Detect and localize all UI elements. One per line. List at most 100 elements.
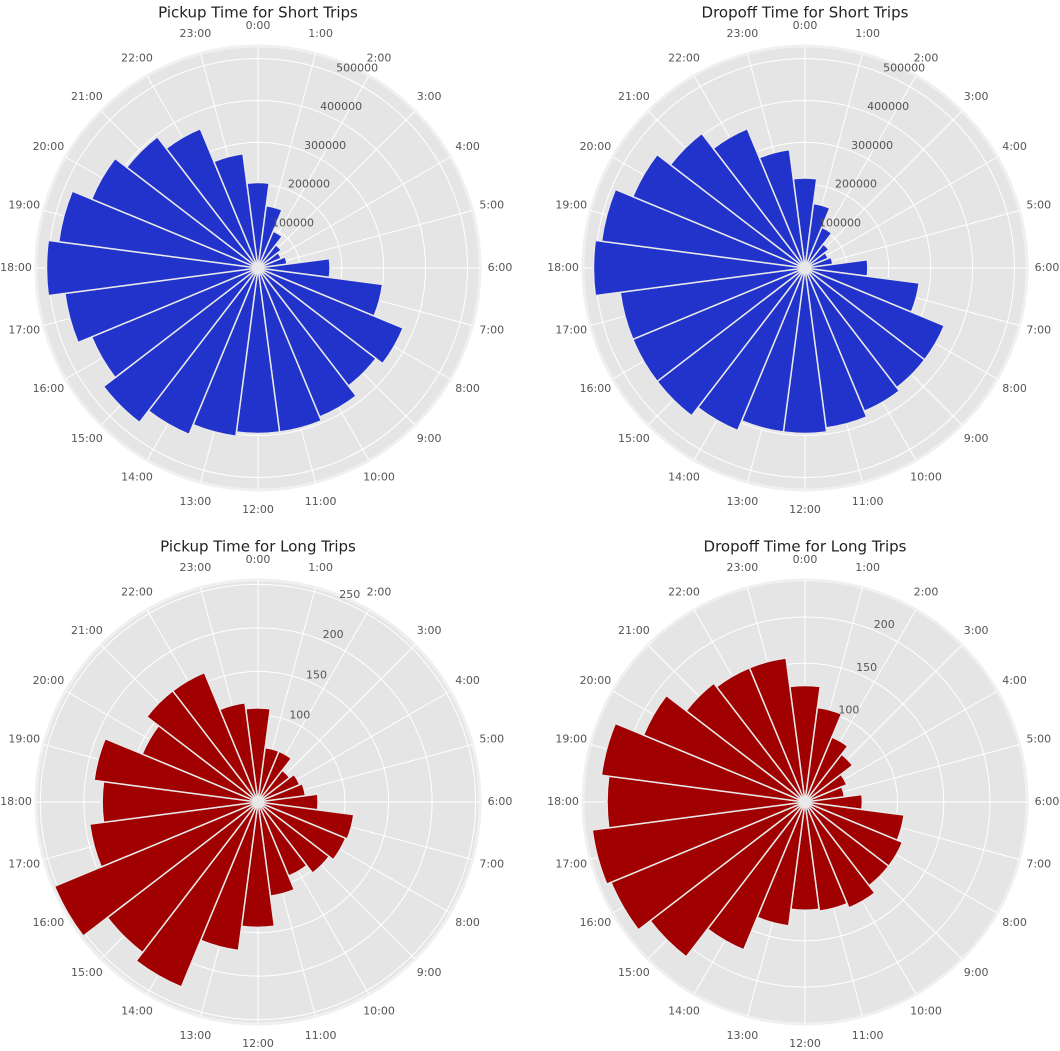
- category-label: 20:00: [33, 140, 65, 153]
- category-label: 18:00: [0, 261, 32, 274]
- bar: [804, 801, 876, 909]
- category-label: 6:00: [488, 261, 513, 274]
- category-label: 7:00: [1026, 324, 1051, 337]
- category-label: 9:00: [417, 966, 442, 979]
- category-label: 16:00: [33, 382, 65, 395]
- bar: [218, 701, 259, 803]
- category-label: 11:00: [305, 1029, 337, 1042]
- bar: [257, 267, 405, 365]
- bar: [257, 243, 283, 269]
- category-label: 8:00: [1002, 382, 1027, 395]
- category-label: 7:00: [479, 324, 504, 337]
- bar: [712, 127, 806, 269]
- bar: [212, 152, 259, 269]
- y-tick-label: 100000: [819, 216, 861, 229]
- bar: [685, 682, 806, 803]
- category-label: 0:00: [793, 553, 818, 566]
- category-label: 9:00: [964, 966, 989, 979]
- category-label: 1:00: [855, 27, 880, 40]
- bar: [53, 801, 259, 938]
- y-tick-label: 250: [339, 588, 360, 601]
- category-label: 0:00: [793, 19, 818, 32]
- category-label: 20:00: [580, 140, 612, 153]
- y-tick-label: 150: [306, 668, 327, 681]
- category-label: 11:00: [852, 1029, 884, 1042]
- y-tick-label: 300000: [304, 139, 346, 152]
- category-label: 7:00: [1026, 858, 1051, 871]
- category-label: 17:00: [8, 324, 40, 337]
- bar: [669, 132, 806, 269]
- bar: [804, 753, 854, 803]
- category-label: 16:00: [580, 382, 612, 395]
- bar: [257, 801, 331, 875]
- category-label: 13:00: [180, 495, 212, 508]
- category-label: 10:00: [910, 1005, 942, 1018]
- category-label: 12:00: [789, 503, 821, 516]
- category-label: 22:00: [668, 51, 700, 64]
- y-tick-label: 150: [856, 661, 877, 674]
- bar: [93, 737, 259, 803]
- category-label: 2:00: [367, 585, 392, 598]
- category-label: 12:00: [789, 1037, 821, 1050]
- category-label: 4:00: [455, 140, 480, 153]
- category-label: 23:00: [727, 27, 759, 40]
- category-label: 20:00: [580, 674, 612, 687]
- bar: [804, 226, 833, 269]
- category-label: 10:00: [363, 471, 395, 484]
- y-tick-label: 200: [323, 628, 344, 641]
- category-label: 2:00: [914, 51, 939, 64]
- y-tick-label: 300000: [851, 139, 893, 152]
- category-label: 2:00: [914, 585, 939, 598]
- y-tick-label: 200000: [835, 178, 877, 191]
- bar: [171, 671, 259, 803]
- grid-spoke: [257, 110, 416, 269]
- category-label: 8:00: [1002, 916, 1027, 929]
- category-label: 0:00: [246, 19, 271, 32]
- category-label: 11:00: [305, 495, 337, 508]
- category-label: 1:00: [855, 561, 880, 574]
- category-label: 18:00: [0, 795, 32, 808]
- y-tick-label: 500000: [336, 62, 378, 75]
- bar: [642, 694, 806, 803]
- category-label: 10:00: [910, 471, 942, 484]
- bar: [592, 239, 806, 297]
- category-label: 3:00: [964, 90, 989, 103]
- category-label: 13:00: [180, 1029, 212, 1042]
- grid-spoke: [804, 210, 1020, 269]
- category-label: 19:00: [8, 732, 40, 745]
- category-label: 3:00: [417, 90, 442, 103]
- bar: [758, 148, 806, 269]
- chart-title: Pickup Time for Long Trips: [160, 538, 356, 556]
- category-label: 1:00: [308, 27, 333, 40]
- category-label: 8:00: [455, 382, 480, 395]
- category-label: 4:00: [1002, 140, 1027, 153]
- bar: [88, 801, 259, 868]
- y-tick-label: 200: [874, 618, 895, 631]
- category-label: 16:00: [33, 916, 65, 929]
- category-label: 21:00: [71, 90, 103, 103]
- category-label: 9:00: [417, 432, 442, 445]
- category-label: 0:00: [246, 553, 271, 566]
- category-label: 23:00: [180, 27, 212, 40]
- category-label: 19:00: [8, 198, 40, 211]
- category-label: 8:00: [455, 916, 480, 929]
- category-label: 6:00: [488, 795, 513, 808]
- category-label: 1:00: [308, 561, 333, 574]
- category-label: 19:00: [555, 732, 587, 745]
- bar: [57, 190, 259, 269]
- category-label: 3:00: [417, 624, 442, 637]
- bar: [135, 801, 259, 988]
- category-label: 5:00: [1026, 198, 1051, 211]
- grid-spoke: [804, 110, 963, 269]
- grid-spoke: [257, 156, 451, 269]
- chart-title: Pickup Time for Short Trips: [158, 4, 358, 22]
- category-label: 15:00: [71, 966, 103, 979]
- bar: [804, 773, 848, 803]
- y-tick-label: 500000: [883, 62, 925, 75]
- category-label: 15:00: [71, 432, 103, 445]
- y-tick-label: 400000: [320, 100, 362, 113]
- y-tick-label: 100000: [272, 216, 314, 229]
- category-label: 3:00: [964, 624, 989, 637]
- category-label: 14:00: [121, 471, 153, 484]
